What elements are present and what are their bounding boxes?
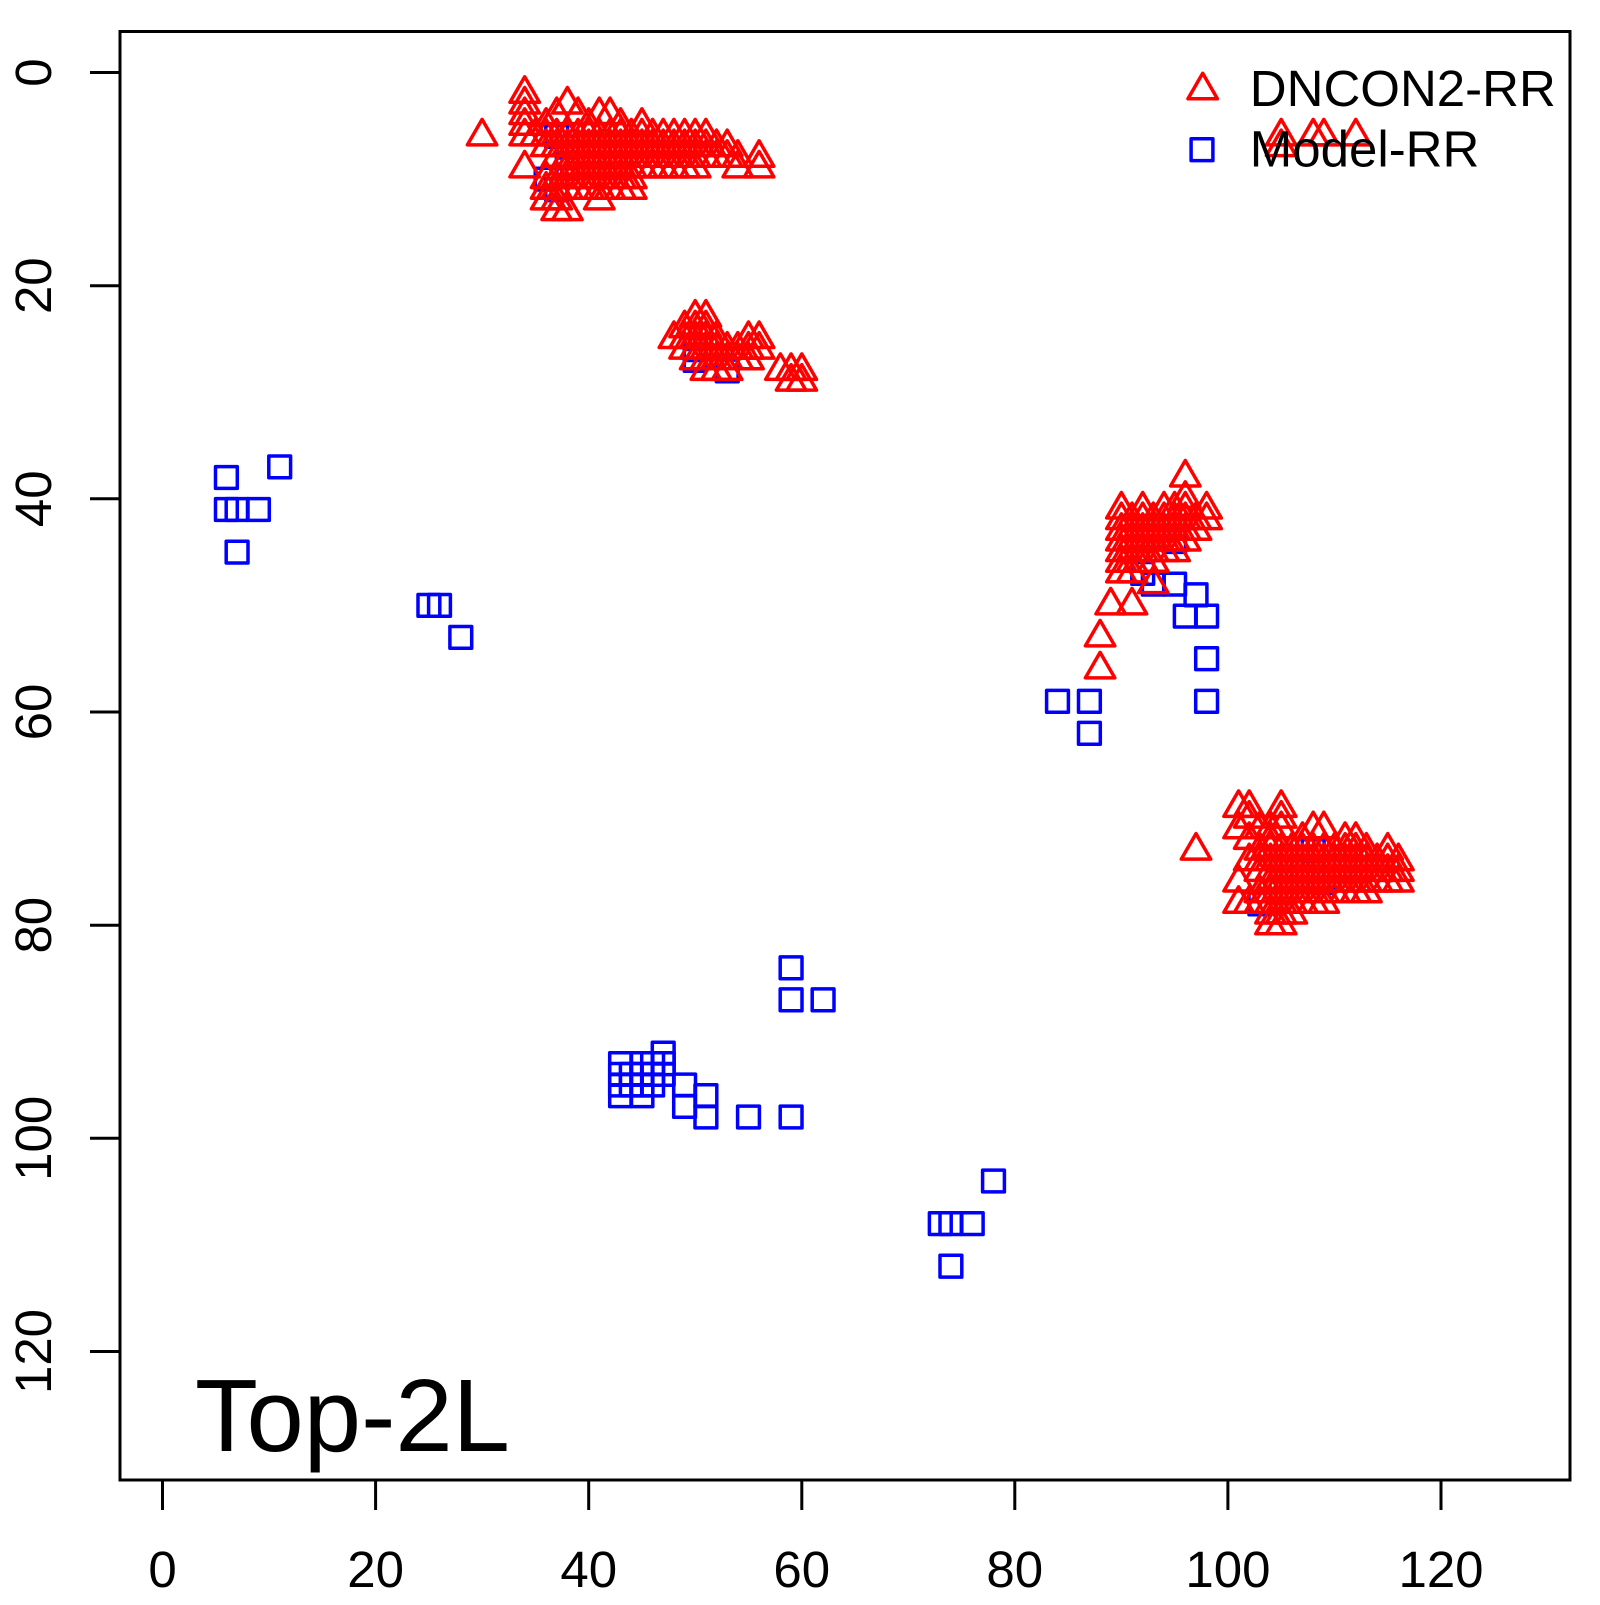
svg-text:DNCON2-RR: DNCON2-RR: [1250, 60, 1556, 117]
svg-text:100: 100: [1185, 1541, 1270, 1598]
svg-text:80: 80: [986, 1541, 1043, 1598]
svg-text:40: 40: [560, 1541, 617, 1598]
svg-text:100: 100: [5, 1096, 62, 1181]
svg-text:0: 0: [148, 1541, 176, 1598]
svg-text:20: 20: [5, 257, 62, 314]
svg-text:Top-2L: Top-2L: [195, 1358, 510, 1473]
svg-text:40: 40: [5, 470, 62, 527]
svg-text:120: 120: [1398, 1541, 1483, 1598]
svg-text:120: 120: [5, 1309, 62, 1394]
svg-text:60: 60: [773, 1541, 830, 1598]
svg-text:60: 60: [5, 684, 62, 741]
svg-text:0: 0: [5, 58, 62, 86]
svg-text:80: 80: [5, 897, 62, 954]
svg-text:20: 20: [347, 1541, 404, 1598]
svg-text:Model-RR: Model-RR: [1250, 120, 1480, 177]
